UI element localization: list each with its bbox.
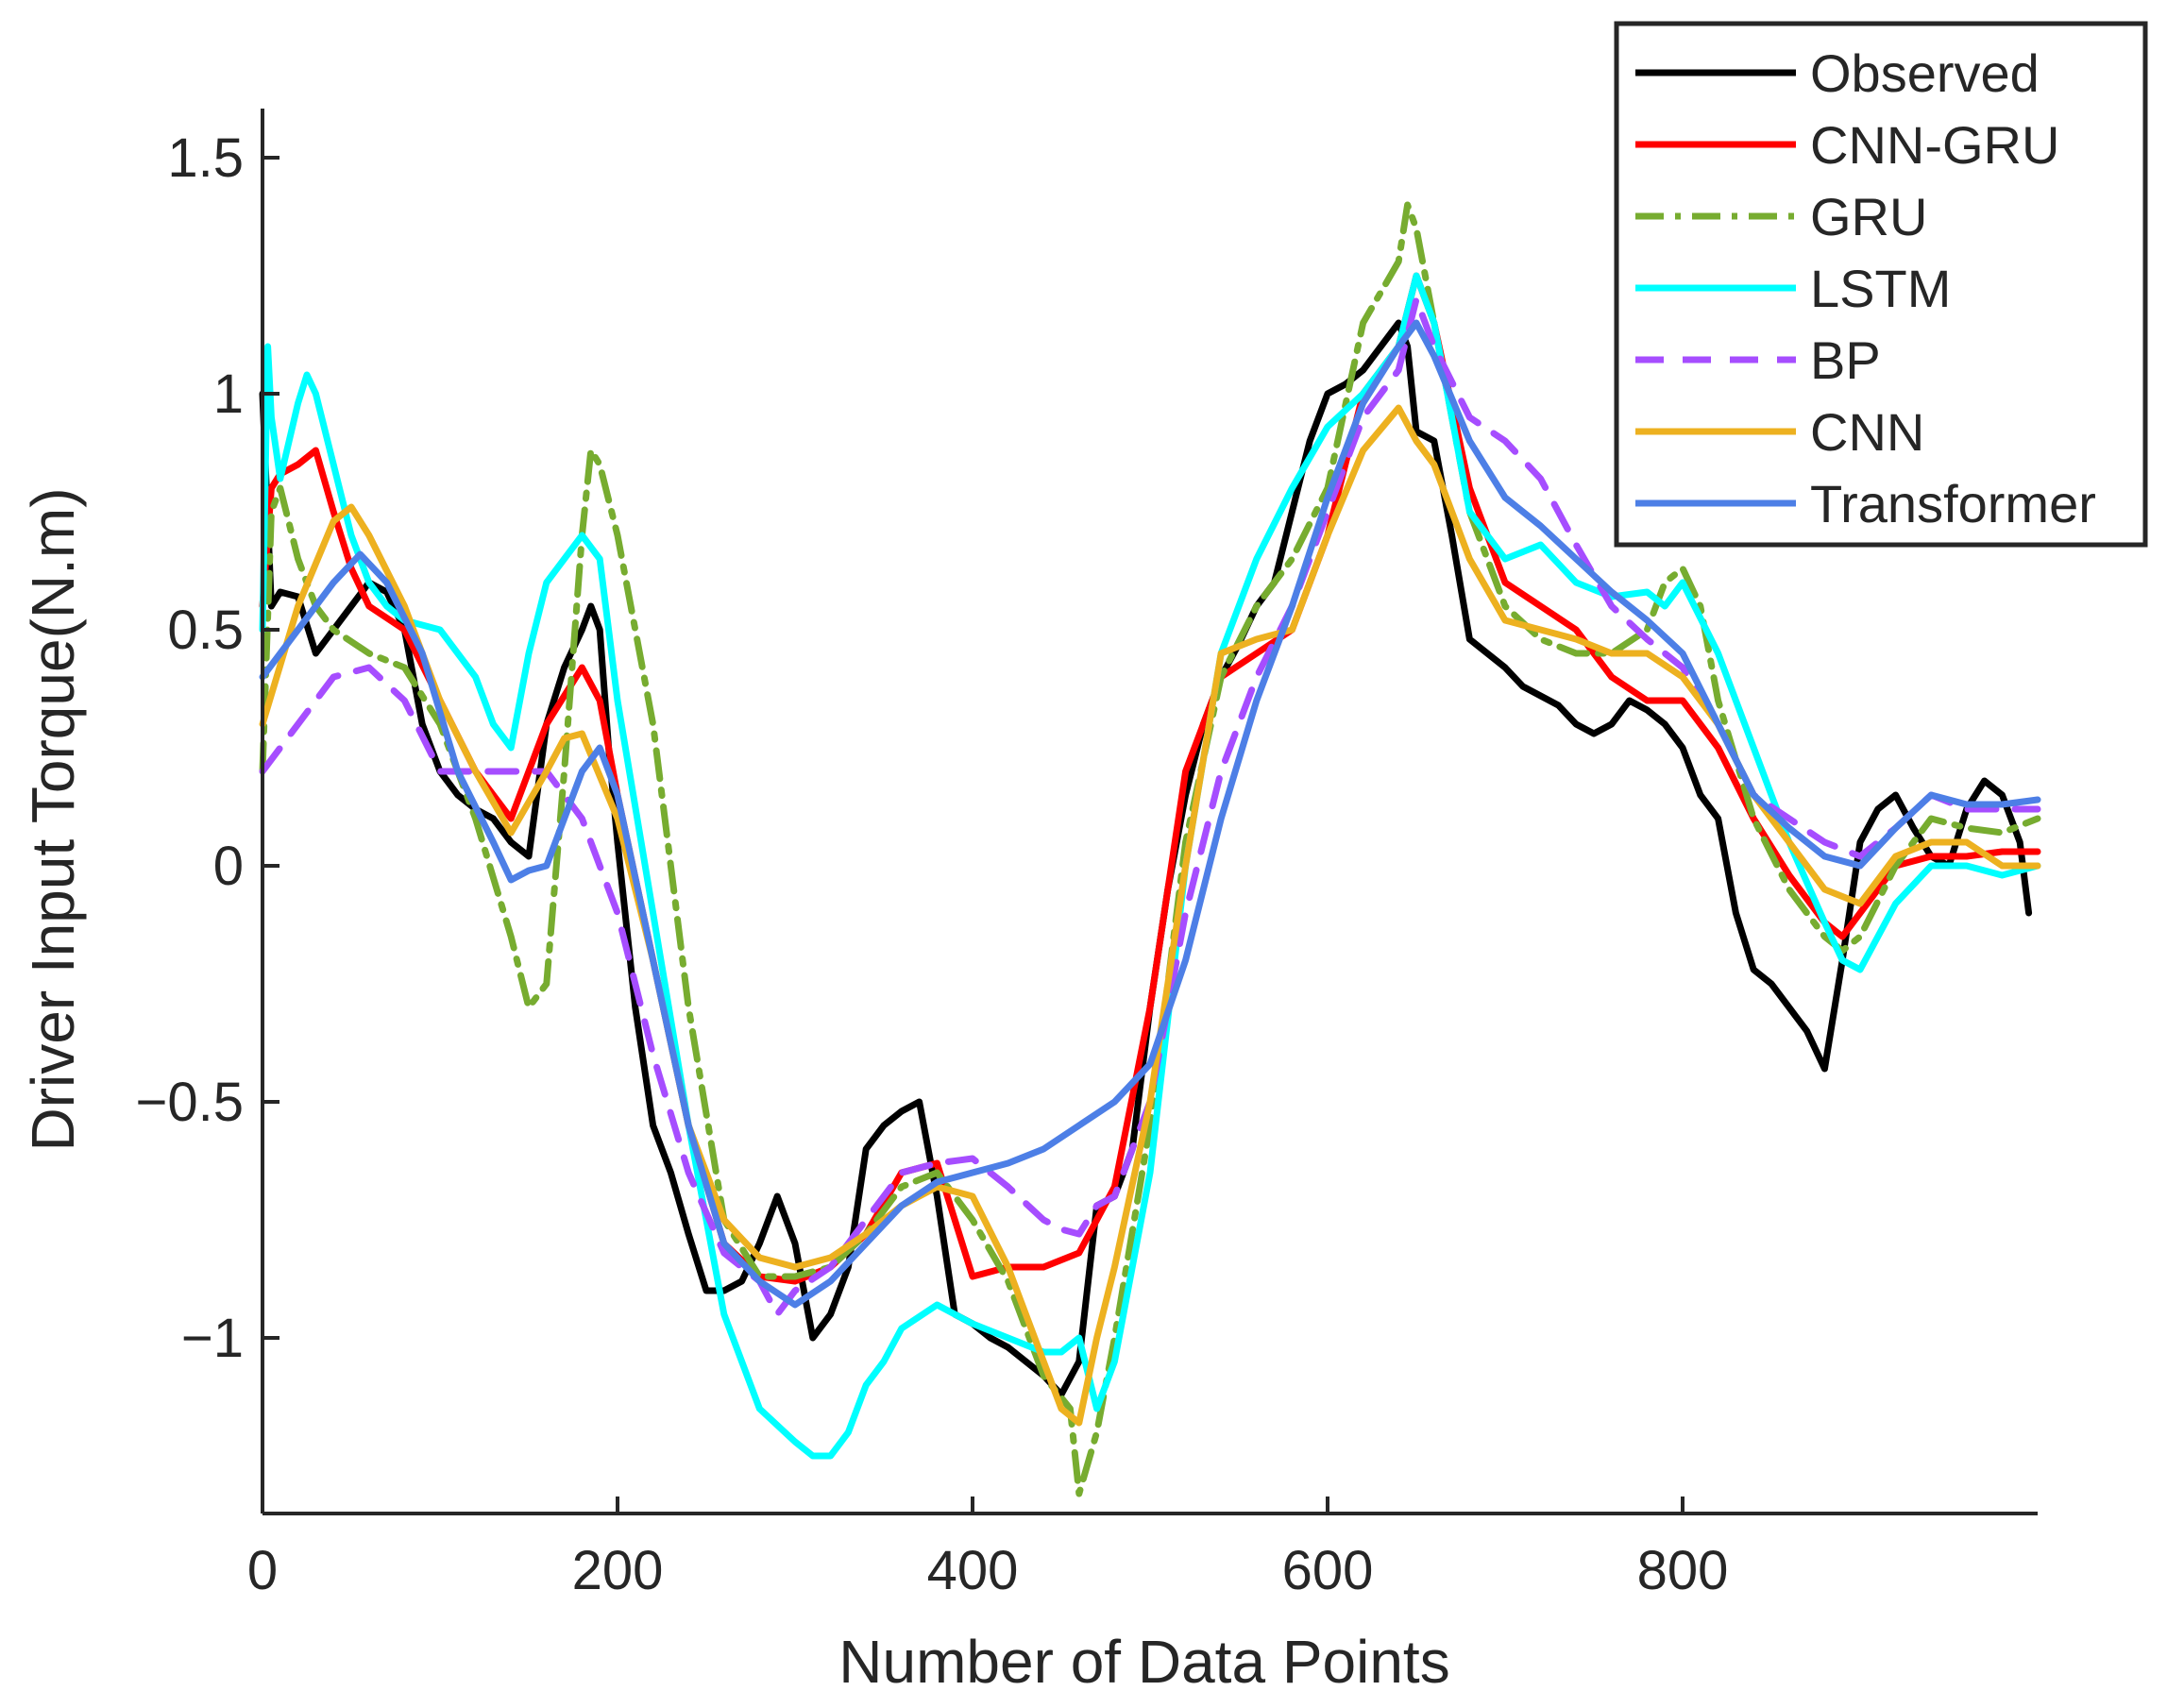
series-layer [259, 201, 2041, 1497]
y-tick-label: −0.5 [136, 1072, 245, 1133]
legend-box [1614, 21, 2148, 548]
legend-label: CNN-GRU [1810, 115, 2059, 175]
legend-label: BP [1810, 330, 1881, 390]
legend-label: LSTM [1810, 259, 1951, 318]
y-tick-label: −1 [181, 1308, 244, 1369]
series-line-lstm [259, 272, 2041, 1460]
y-tick-label: 0 [213, 836, 244, 897]
legend-label: GRU [1810, 187, 1927, 246]
y-tick-label: 0.5 [167, 600, 244, 661]
legend-label: CNN [1810, 402, 1924, 462]
legend-label: Observed [1810, 43, 2040, 103]
axes-layer [261, 109, 2038, 1515]
series-line-bp [259, 296, 2041, 1318]
y-tick-label: 1 [213, 364, 244, 425]
x-tick-label: 400 [927, 1540, 1019, 1601]
x-tick-label: 0 [247, 1540, 278, 1601]
x-tick-label: 200 [572, 1540, 664, 1601]
x-tick-label: 800 [1637, 1540, 1729, 1601]
x-tick-label: 600 [1282, 1540, 1374, 1601]
y-tick-label: 1.5 [167, 127, 244, 189]
y-axis-label: Driver Input Torque(N.m) [19, 487, 87, 1151]
x-axis-label: Number of Data Points [838, 1628, 1449, 1696]
series-line-gru [259, 201, 2041, 1497]
ticks-layer: 0 200 400 600 800 1.5 1 0.5 0 −0.5 −1 [136, 127, 1729, 1601]
legend: Observed CNN-GRU GRU LSTM BP CNN Transformer [1614, 21, 2148, 548]
series-line-transformer [259, 319, 2041, 1309]
legend-label: Transformer [1810, 474, 2096, 533]
